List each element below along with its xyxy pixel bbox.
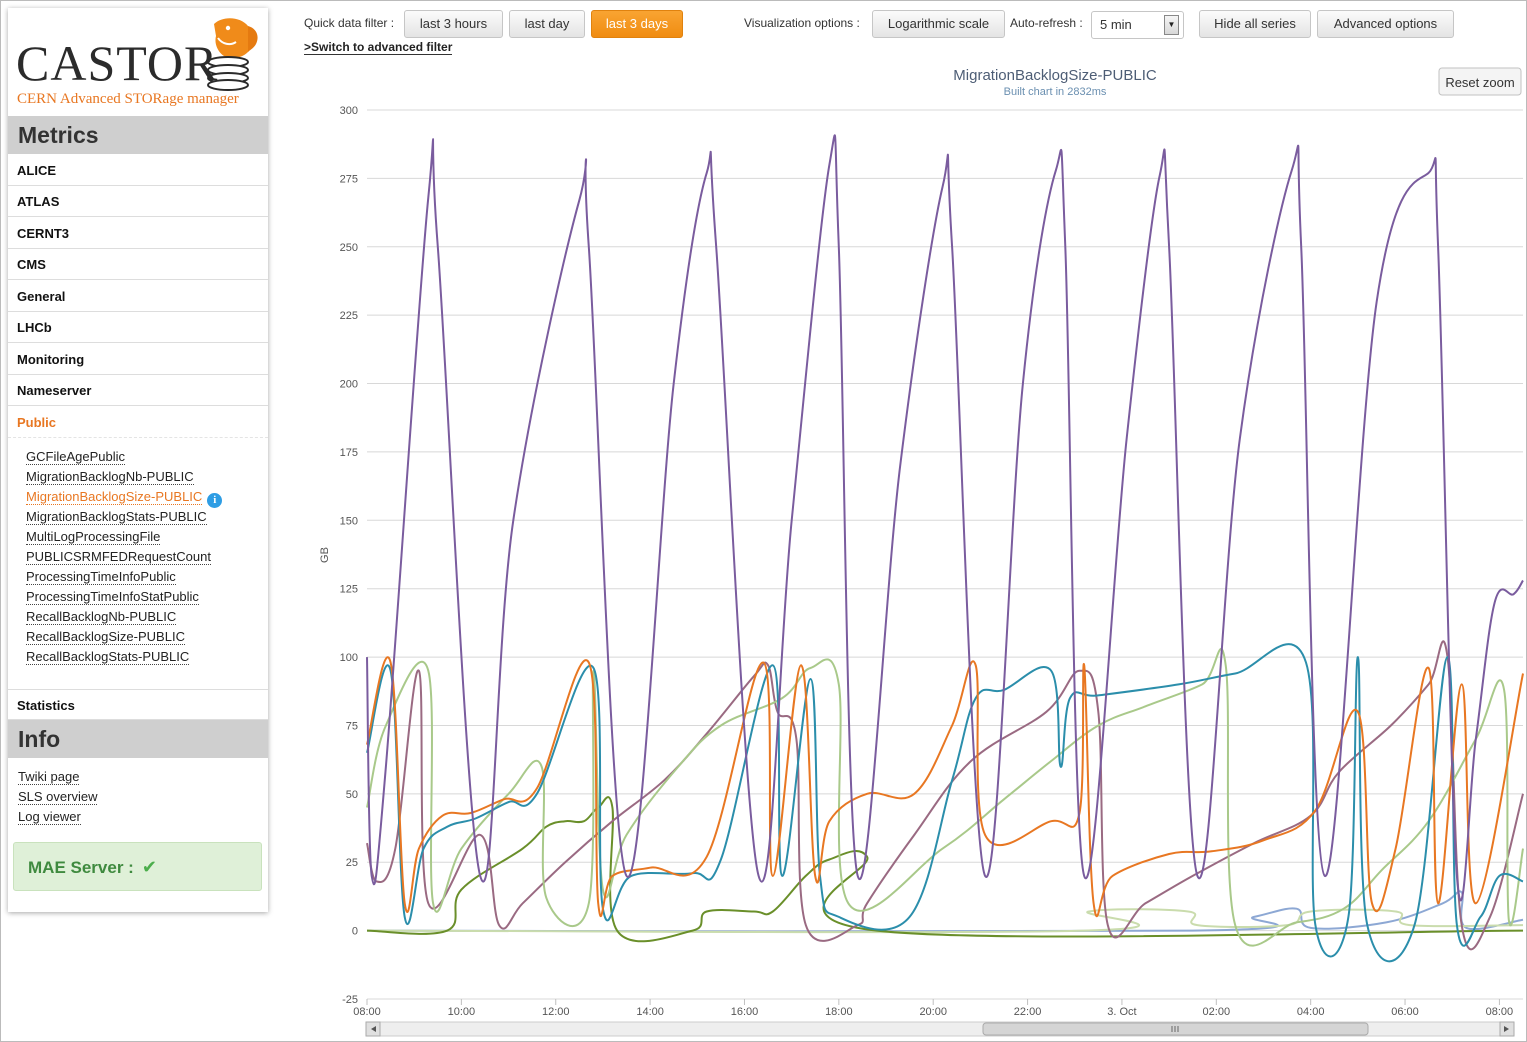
grid-lines <box>367 109 1523 1000</box>
x-tick-label: 18:00 <box>825 1006 853 1018</box>
x-axis-ticks: 08:00 10:00 12:00 14:00 16:00 18:00 20:00 22:00… <box>353 999 1513 1018</box>
category-public[interactable]: Public <box>8 407 268 438</box>
category-statistics[interactable]: Statistics <box>8 689 268 720</box>
y-tick-label: 150 <box>340 515 358 527</box>
series-line[interactable] <box>366 640 1524 951</box>
category-lhcb[interactable]: LHCb <box>8 312 268 343</box>
y-tick-label: 175 <box>340 447 358 459</box>
list-item[interactable]: RecallBacklogStats-PUBLIC <box>26 649 190 665</box>
sls-overview-link[interactable]: SLS overview <box>18 789 98 805</box>
quick-filter-label: Quick data filter : <box>304 16 395 30</box>
x-tick-label: 08:00 <box>1486 1006 1514 1018</box>
x-tick-label: 14:00 <box>636 1006 664 1018</box>
list-item-active[interactable]: MigrationBacklogSize-PUBLIC i <box>26 488 223 508</box>
log-scale-button[interactable]: Logarithmic scale <box>872 10 1005 38</box>
x-tick-label: 12:00 <box>542 1006 570 1018</box>
series-line[interactable] <box>366 134 1524 902</box>
migration-backlog-chart: -25 0 25 50 75 100 125 150 175 200 225 250 275 300 08… <box>319 67 1524 1037</box>
x-tick-label: 10:00 <box>448 1006 476 1018</box>
category-monitoring[interactable]: Monitoring <box>8 344 268 375</box>
y-tick-label: 75 <box>346 720 358 732</box>
chart-scrollbar[interactable] <box>365 1021 1515 1037</box>
filter-last-3-days-button[interactable]: last 3 days <box>591 10 683 38</box>
logo-brand: CASTOR <box>16 35 219 91</box>
series-line[interactable] <box>366 908 1524 934</box>
x-tick-label: 02:00 <box>1203 1006 1231 1018</box>
beaver-logo-icon <box>207 18 258 91</box>
y-tick-label: 0 <box>352 926 358 938</box>
metrics-heading: Metrics <box>8 116 268 154</box>
y-axis-label: GB <box>319 547 331 563</box>
twiki-link[interactable]: Twiki page <box>18 769 80 785</box>
y-tick-label: 225 <box>340 310 358 322</box>
list-item[interactable]: GCFileAgePublic <box>26 449 125 465</box>
chart-title: MigrationBacklogSize-PUBLIC <box>953 67 1157 84</box>
y-tick-label: 300 <box>340 105 358 117</box>
public-metric-list: GCFileAgePublic MigrationBacklogNb-PUBLI… <box>26 448 223 668</box>
y-tick-label: -25 <box>342 994 358 1006</box>
x-tick-label: 22:00 <box>1014 1006 1042 1018</box>
scrollbar-grip-icon <box>1171 1026 1179 1032</box>
list-item[interactable]: MultiLogProcessingFile <box>26 529 161 545</box>
reset-zoom-button[interactable]: Reset zoom <box>1438 67 1522 96</box>
category-nameserver[interactable]: Nameserver <box>8 375 268 406</box>
server-status-label: MAE Server : <box>28 858 134 877</box>
advanced-options-button[interactable]: Advanced options <box>1317 10 1454 38</box>
x-tick-label: 20:00 <box>919 1006 947 1018</box>
list-item[interactable]: PUBLICSRMFEDRequestCount <box>26 549 211 565</box>
advanced-filter-link[interactable]: >Switch to advanced filter <box>304 40 453 55</box>
castor-logo: CASTOR CERN Advanced STORage manager <box>8 8 268 116</box>
list-item[interactable]: RecallBacklogNb-PUBLIC <box>26 609 177 625</box>
list-item[interactable]: MigrationBacklogNb-PUBLIC <box>26 469 194 485</box>
x-tick-label: 3. Oct <box>1107 1006 1136 1018</box>
series-line[interactable] <box>366 656 1524 918</box>
chart-subtitle: Built chart in 2832ms <box>1004 86 1107 98</box>
reset-zoom-label: Reset zoom <box>1445 75 1514 90</box>
hide-all-series-button[interactable]: Hide all series <box>1199 10 1311 38</box>
chevron-down-icon[interactable]: ▼ <box>1164 15 1179 35</box>
category-atlas[interactable]: ATLAS <box>8 186 268 217</box>
x-tick-label: 16:00 <box>731 1006 759 1018</box>
series-lines[interactable] <box>366 134 1524 963</box>
auto-refresh-label: Auto-refresh : <box>1010 16 1083 30</box>
sidebar: CASTOR CERN Advanced STORage manager Met… <box>8 8 268 912</box>
logo-tagline: CERN Advanced STORage manager <box>17 91 239 107</box>
server-status-panel: MAE Server : ✔ <box>13 842 262 891</box>
y-tick-label: 100 <box>340 652 358 664</box>
log-viewer-link[interactable]: Log viewer <box>18 809 81 825</box>
y-tick-label: 275 <box>340 173 358 185</box>
category-cernt3[interactable]: CERNT3 <box>8 218 268 249</box>
series-line[interactable] <box>366 796 1524 943</box>
check-icon: ✔ <box>141 857 157 877</box>
list-item[interactable]: MigrationBacklogStats-PUBLIC <box>26 509 207 525</box>
scroll-right-icon <box>1504 1026 1509 1032</box>
y-tick-label: 250 <box>340 242 358 254</box>
x-tick-label: 04:00 <box>1297 1006 1325 1018</box>
filter-last-3-hours-button[interactable]: last 3 hours <box>404 10 503 38</box>
x-tick-label: 08:00 <box>353 1006 381 1018</box>
y-tick-label: 25 <box>346 857 358 869</box>
info-icon[interactable]: i <box>207 493 223 508</box>
y-tick-label: 50 <box>346 789 358 801</box>
info-heading: Info <box>8 720 268 758</box>
category-cms[interactable]: CMS <box>8 249 268 280</box>
category-alice[interactable]: ALICE <box>8 155 268 186</box>
y-tick-label: 200 <box>340 379 358 391</box>
list-item[interactable]: ProcessingTimeInfoPublic <box>26 569 176 585</box>
filter-last-day-button[interactable]: last day <box>509 10 585 38</box>
y-tick-label: 125 <box>340 584 358 596</box>
scroll-left-icon <box>371 1026 376 1032</box>
list-item[interactable]: ProcessingTimeInfoStatPublic <box>26 589 199 605</box>
list-item[interactable]: RecallBacklogSize-PUBLIC <box>26 629 185 645</box>
y-axis-ticks: -25 0 25 50 75 100 125 150 175 200 225 250 275 300 <box>340 105 358 1006</box>
auto-refresh-value: 5 min <box>1100 17 1132 32</box>
category-general[interactable]: General <box>8 281 268 312</box>
visualization-options-label: Visualization options : <box>744 16 860 30</box>
x-tick-label: 06:00 <box>1391 1006 1419 1018</box>
auto-refresh-select[interactable]: 5 min ▼ <box>1091 11 1184 39</box>
series-line[interactable] <box>366 643 1524 963</box>
